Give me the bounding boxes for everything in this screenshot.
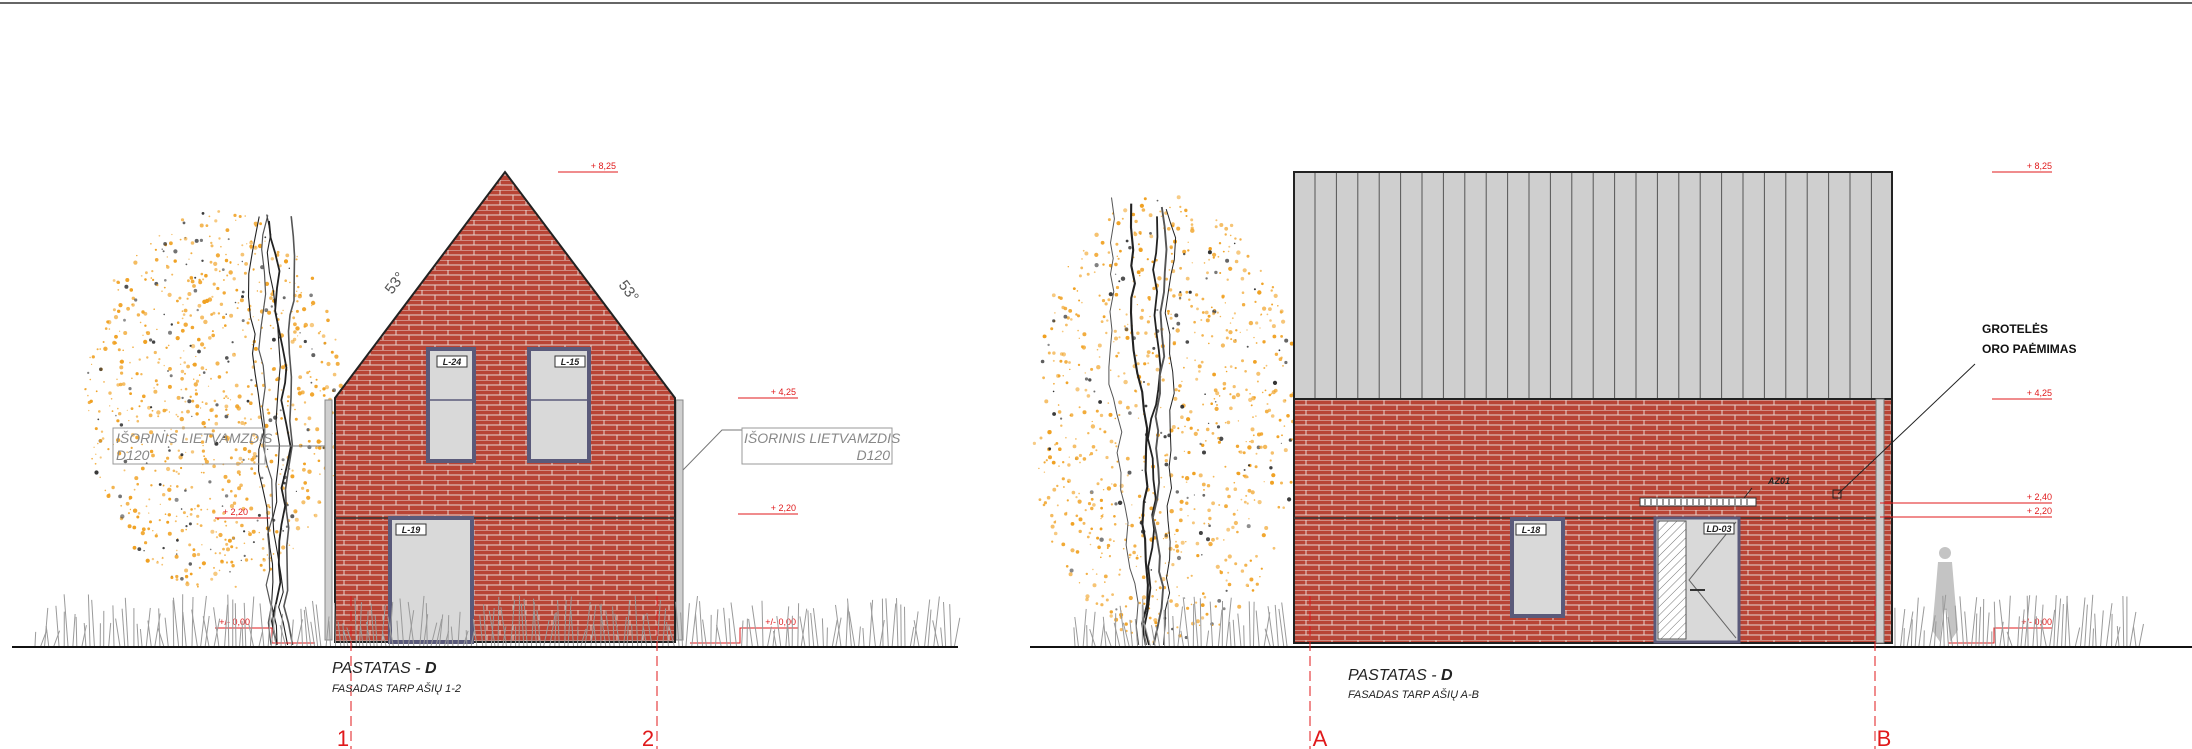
callout-text: IŠORINIS LIETVAMZDIS xyxy=(744,430,901,446)
level-label: + 8,25 xyxy=(591,161,616,171)
downpipe-left xyxy=(324,399,333,641)
level-label: + 2,20 xyxy=(2027,506,2052,516)
level-marker-220-left: + 2,20 xyxy=(215,507,270,519)
level-marker-220: + 2,20 xyxy=(738,503,798,515)
door-tag: LD-03 xyxy=(1706,524,1731,534)
level-marker-825: + 8,25 xyxy=(558,161,618,173)
level-label: + 2,20 xyxy=(771,503,796,513)
right-drawing-title: PASTATAS - D xyxy=(1348,667,1453,684)
level-marker-825: + 8,25 xyxy=(1992,161,2052,173)
roof-angle-right: 53° xyxy=(615,277,642,305)
right-drawing-subtitle: FASADAS TARP AŠIŲ A-B xyxy=(1348,688,1479,701)
axis-label-b: B xyxy=(1877,726,1892,749)
axis-label-2: 2 xyxy=(642,726,654,749)
window-l-15: L-15 xyxy=(527,347,591,463)
door-ld-03: LD-03 xyxy=(1653,516,1741,644)
window-l-19: L-19 xyxy=(388,516,474,644)
vent-leader xyxy=(1743,487,1753,499)
level-label: + 4,25 xyxy=(771,387,796,397)
tree-icon xyxy=(1032,195,1300,646)
vent-grille xyxy=(1639,497,1757,507)
vent-slats xyxy=(1644,499,1748,505)
level-marker-425: + 4,25 xyxy=(738,387,798,399)
left-elevation: L-24 L-15 L-19 53° 53° IŠORINIS LIETVAMZ… xyxy=(12,161,961,749)
right-elevation: AZ01 L-18 LD-03 GROTELĖS ORO PAĖMIMAS xyxy=(1030,161,2192,749)
callout-text: D120 xyxy=(116,447,150,463)
window-l-18: L-18 xyxy=(1510,517,1565,618)
axis-label-a: A xyxy=(1313,726,1328,749)
roof-angle-left: 53° xyxy=(382,269,409,297)
window-tag: L-19 xyxy=(402,525,421,535)
window-tag: L-24 xyxy=(443,357,462,367)
note-text: ORO PAĖMIMAS xyxy=(1982,341,2076,356)
level-marker-220: + 2,20 xyxy=(1880,506,2052,518)
side-wall xyxy=(1293,398,1893,644)
downpipe-right xyxy=(675,399,684,641)
axis-label-1: 1 xyxy=(337,726,349,749)
roof-seams xyxy=(1314,173,1872,398)
callout-text: IŠORINIS LIETVAMZDIS xyxy=(116,430,273,446)
callout-downpipe-right: IŠORINIS LIETVAMZDIS D120 xyxy=(682,427,901,471)
level-label: +/- 0,00 xyxy=(765,617,796,627)
level-label: +/- 0,00 xyxy=(219,617,250,627)
left-drawing-subtitle: FASADAS TARP AŠIŲ 1-2 xyxy=(332,682,461,695)
grass-icon xyxy=(34,594,961,647)
level-marker-425: + 4,25 xyxy=(1992,388,2052,400)
downpipe xyxy=(1875,398,1885,644)
window-tag: L-18 xyxy=(1522,525,1541,535)
gable-wall xyxy=(334,170,676,643)
note-text: GROTELĖS xyxy=(1982,321,2048,336)
grass-icon xyxy=(1073,594,2144,647)
vent-label: AZ01 xyxy=(1767,476,1790,486)
window-l-24: L-24 xyxy=(426,347,476,463)
left-drawing-title: PASTATAS - D xyxy=(332,660,437,677)
level-marker-240: + 2,40 xyxy=(1880,492,2052,504)
level-label: + 2,20 xyxy=(223,507,248,517)
note-air-intake: GROTELĖS ORO PAĖMIMAS xyxy=(1832,321,2076,499)
level-label: + 2,40 xyxy=(2027,492,2052,502)
tree-icon xyxy=(84,210,345,646)
level-label: + 4,25 xyxy=(2027,388,2052,398)
level-label: + 8,25 xyxy=(2027,161,2052,171)
callout-downpipe-left: IŠORINIS LIETVAMZDIS D120 xyxy=(112,427,325,465)
window-tag: L-15 xyxy=(561,357,581,367)
callout-text: D120 xyxy=(857,447,891,463)
level-marker-000: +/- 0,00 xyxy=(690,617,798,644)
